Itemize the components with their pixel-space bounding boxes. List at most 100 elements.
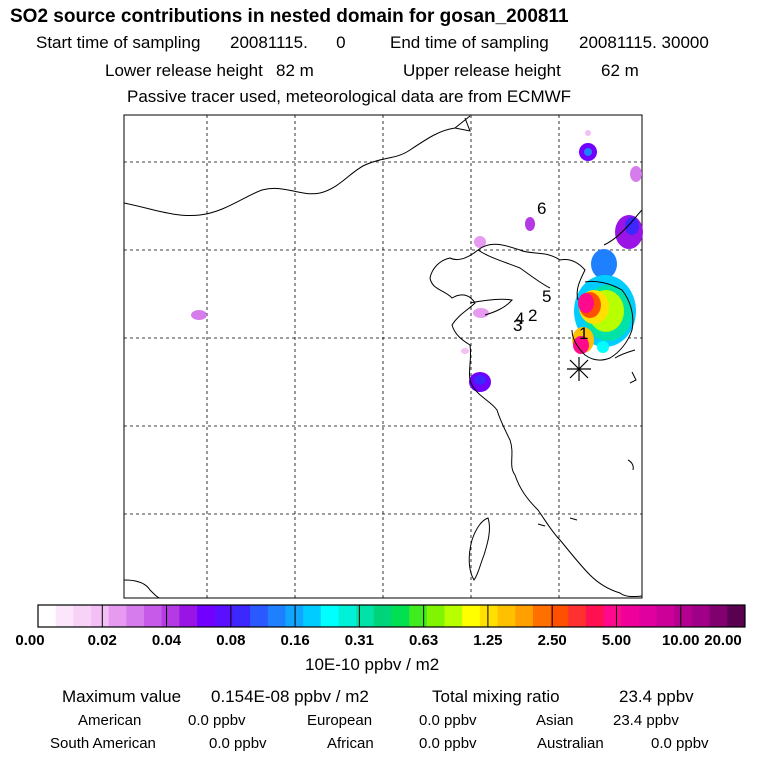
plume-blob <box>191 310 207 320</box>
region-name: South American <box>50 735 156 752</box>
colorbar-swatch <box>532 605 552 627</box>
colorbar-swatch <box>232 605 251 627</box>
map-grid <box>124 115 642 598</box>
plume-blob <box>578 293 594 313</box>
plume-blob <box>473 308 489 318</box>
colorbar-tick-label: 0.02 <box>87 632 117 649</box>
total-mixing-value: 23.4 ppbv <box>619 687 694 706</box>
colorbar-swatch <box>426 605 446 627</box>
colorbar-frame <box>37 604 746 628</box>
china-coastline <box>429 243 643 598</box>
colorbar-swatch <box>638 605 658 627</box>
source-label-1: 1 <box>579 324 588 343</box>
colorbar-tick-label: 20.00 <box>704 632 742 649</box>
colorbar-tick-label: 0.63 <box>409 632 439 649</box>
region-value: 0.0 ppbv <box>419 712 477 729</box>
colorbar <box>37 604 746 628</box>
lower-height-label: Lower release height <box>105 61 263 80</box>
colorbar-swatch <box>108 605 127 627</box>
colorbar-swatch <box>391 605 410 627</box>
source-label-3: 3 <box>513 316 522 335</box>
colorbar-tick-label: 10.00 <box>661 632 700 649</box>
colorbar-swatch <box>674 605 693 627</box>
colorbar-tick-label: 5.00 <box>601 632 632 649</box>
max-value-label: Maximum value <box>62 687 182 706</box>
plume-blob <box>474 236 486 248</box>
region-value: 23.4 ppbv <box>613 712 679 729</box>
colorbar-swatch <box>621 605 640 627</box>
colorbar-tick-label: 0.08 <box>216 632 246 649</box>
island-coast <box>627 459 634 471</box>
end-time-value: 20081115. 30000 <box>579 33 709 52</box>
colorbar-swatch <box>303 605 322 627</box>
start-time-value: 20081115. 0 <box>230 33 346 52</box>
colorbar-tick-label: 0.16 <box>280 632 310 649</box>
start-time-label: Start time of sampling <box>36 33 201 52</box>
colorbar-swatch <box>656 605 675 627</box>
border-line <box>123 115 471 217</box>
indochina-coast <box>123 579 161 599</box>
colorbar-swatch <box>197 605 216 627</box>
colorbar-swatch <box>550 605 569 627</box>
island-coast <box>569 517 578 521</box>
plume-blob <box>585 130 591 136</box>
region-value: 0.0 ppbv <box>209 735 267 752</box>
region-value: 0.0 ppbv <box>188 712 246 729</box>
korea-north-coast <box>559 259 586 301</box>
border-line <box>454 117 471 132</box>
colorbar-swatch <box>479 605 499 627</box>
plume-blob <box>461 348 469 354</box>
colorbar-swatch <box>126 605 145 627</box>
asterisk-icon <box>567 357 591 381</box>
korea-south-coast <box>614 349 636 359</box>
max-value: 0.154E-08 ppbv / m2 <box>211 687 369 706</box>
colorbar-swatch <box>709 605 728 627</box>
colorbar-swatch <box>38 605 57 627</box>
region-name: Asian <box>536 712 574 729</box>
lower-height-value: 82 m <box>276 61 314 80</box>
colorbar-swatch <box>462 605 481 627</box>
colorbar-swatch <box>585 605 605 627</box>
region-name: Australian <box>537 735 604 752</box>
colorbar-swatch <box>691 605 711 627</box>
colorbar-swatch <box>568 605 587 627</box>
colorbar-swatch <box>161 605 180 627</box>
colorbar-swatch <box>373 605 392 627</box>
source-label-5: 5 <box>542 287 551 306</box>
source-label-2: 2 <box>528 306 537 325</box>
colorbar-swatch <box>409 605 428 627</box>
page-title: SO2 source contributions in nested domai… <box>10 6 569 27</box>
colorbar-swatch <box>73 605 92 627</box>
region-name: European <box>307 712 373 729</box>
colorbar-tick-label: 0.04 <box>151 632 182 649</box>
plume-blob <box>584 148 592 156</box>
colorbar-tick-label: 2.50 <box>537 632 567 649</box>
colorbar-swatch <box>338 605 357 627</box>
colorbar-swatch <box>179 605 198 627</box>
colorbar-swatch <box>214 605 233 627</box>
plume-blob <box>630 166 642 182</box>
plume-blob <box>625 217 639 235</box>
colorbar-swatch <box>144 605 163 627</box>
colorbar-swatch <box>727 605 746 627</box>
plume-blob <box>597 341 609 353</box>
colorbar-swatch <box>515 605 534 627</box>
colorbar-swatch <box>55 605 74 627</box>
colorbar-tick-label: 0.31 <box>344 632 374 649</box>
taiwan-island <box>468 517 490 581</box>
colorbar-swatch <box>320 605 339 627</box>
island-coast <box>629 371 637 384</box>
region-value: 0.0 ppbv <box>651 735 709 752</box>
colorbar-swatch <box>603 605 622 627</box>
upper-height-label: Upper release height <box>403 61 561 80</box>
region-name: African <box>327 735 374 752</box>
region-value: 0.0 ppbv <box>419 735 477 752</box>
colorbar-swatch <box>91 605 110 627</box>
region-name: American <box>78 712 142 729</box>
north-korea-border <box>603 209 643 246</box>
source-label-4: 4 <box>515 309 524 328</box>
colorbar-swatch <box>497 605 516 627</box>
plume-blob <box>573 336 589 354</box>
concentration-field <box>191 130 643 392</box>
